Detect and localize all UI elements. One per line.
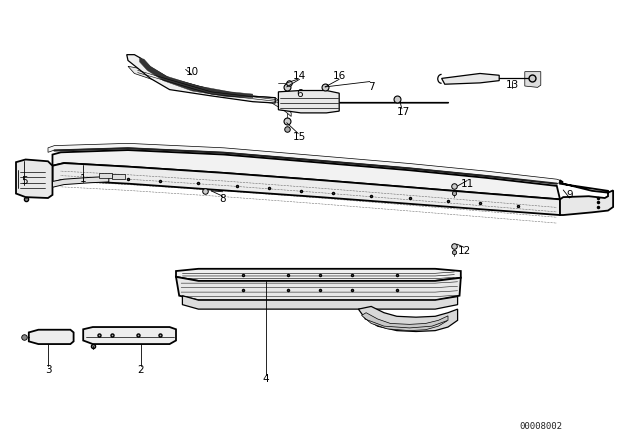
Text: 1: 1 (80, 174, 86, 184)
Polygon shape (140, 58, 253, 98)
Text: 6: 6 (296, 89, 303, 99)
Polygon shape (83, 327, 176, 344)
Polygon shape (362, 313, 448, 331)
Text: 00008002: 00008002 (519, 422, 563, 431)
Text: 16: 16 (333, 71, 346, 81)
Polygon shape (525, 72, 541, 87)
Text: 8: 8 (220, 194, 226, 204)
Polygon shape (29, 330, 74, 344)
Bar (112, 174, 125, 179)
Polygon shape (176, 269, 461, 281)
Polygon shape (16, 159, 52, 198)
Polygon shape (560, 180, 613, 215)
Polygon shape (278, 90, 339, 113)
Text: 7: 7 (368, 82, 374, 92)
Polygon shape (48, 143, 563, 184)
Polygon shape (442, 73, 499, 84)
Text: 13: 13 (506, 80, 518, 90)
Polygon shape (52, 163, 560, 215)
Text: 3: 3 (45, 365, 51, 375)
Polygon shape (128, 66, 291, 116)
Polygon shape (358, 306, 458, 332)
Text: 2: 2 (138, 365, 144, 375)
Polygon shape (127, 55, 275, 103)
Bar (99, 173, 112, 178)
Text: 17: 17 (397, 107, 410, 117)
Polygon shape (176, 277, 461, 300)
Polygon shape (52, 150, 560, 199)
Text: 9: 9 (566, 190, 573, 200)
Polygon shape (182, 296, 458, 309)
Text: 11: 11 (461, 179, 474, 189)
Text: 14: 14 (293, 71, 306, 81)
Text: 4: 4 (262, 374, 269, 383)
Polygon shape (52, 177, 109, 187)
Text: 15: 15 (293, 132, 306, 142)
Text: 10: 10 (186, 67, 198, 77)
Text: 5: 5 (21, 177, 28, 186)
Text: 12: 12 (458, 246, 470, 256)
